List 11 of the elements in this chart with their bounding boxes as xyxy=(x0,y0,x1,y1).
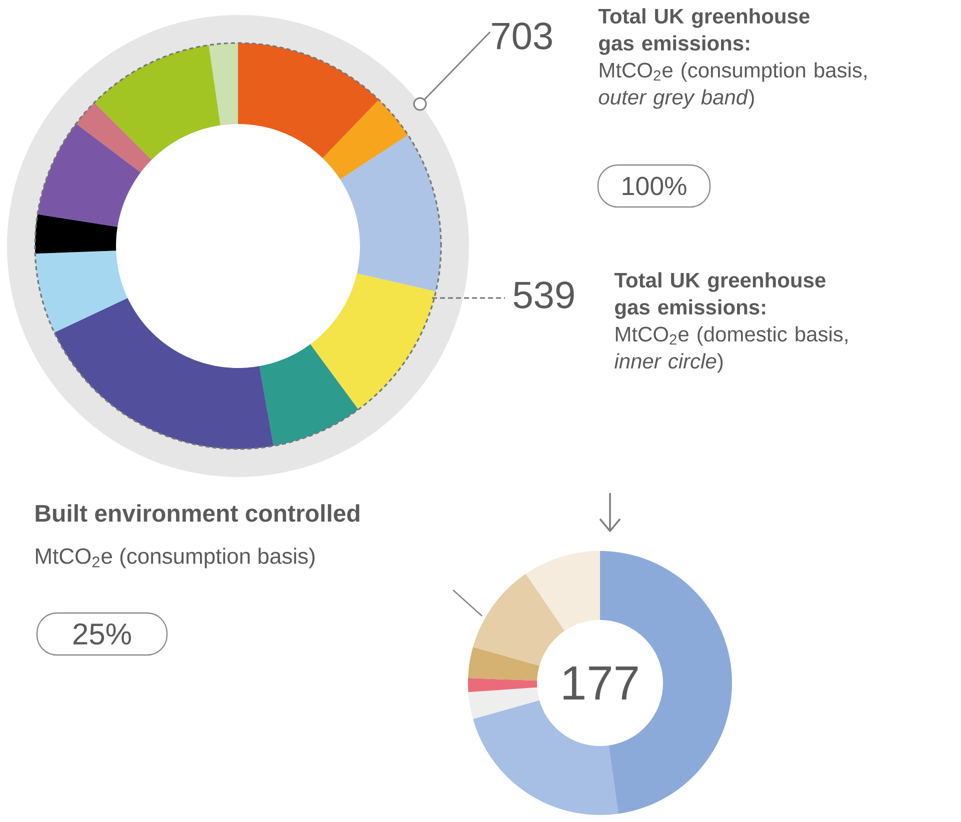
text: 100% xyxy=(622,176,686,196)
text: Built environment controlled xyxy=(36,504,360,522)
text: MtCO$_{2}$e (domestic basis, inner circle) xyxy=(614,326,848,373)
text: MtCO$_{2}$e (consumption basis) xyxy=(36,548,314,568)
text: Total UK greenhouse gas emissions: xyxy=(598,8,810,55)
text: Total UK greenhouse gas emissions: xyxy=(614,272,826,319)
text: 703 xyxy=(492,22,552,50)
text: 177 xyxy=(564,666,638,700)
text: 25% xyxy=(73,623,131,645)
text: MtCO$_{2}$e (consumption basis, outer grey band) xyxy=(598,62,866,109)
text: 539 xyxy=(514,282,574,308)
